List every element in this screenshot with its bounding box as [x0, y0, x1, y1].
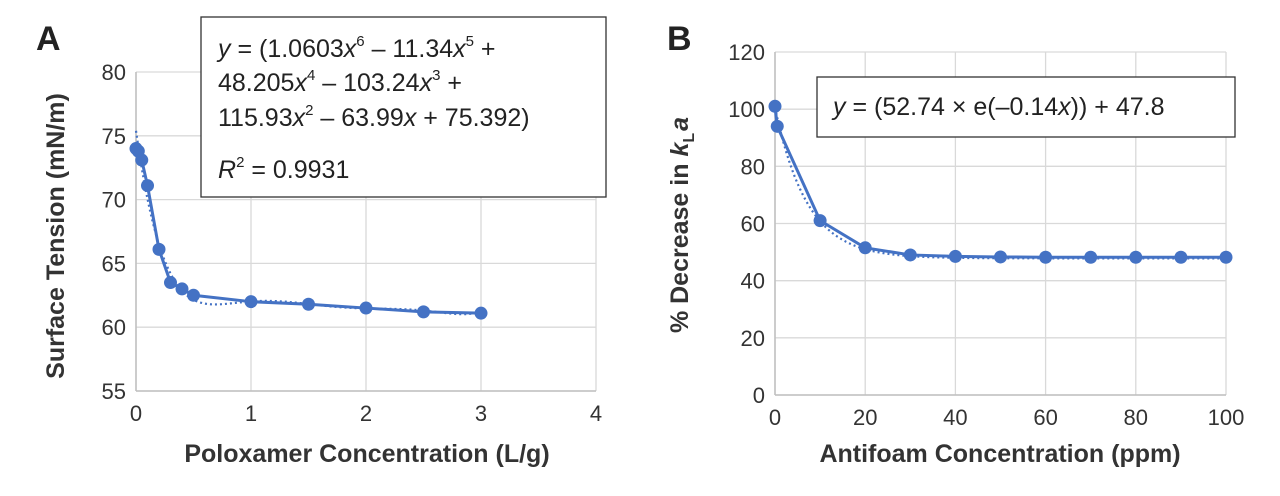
x-tick-label: 60 — [1033, 405, 1057, 430]
panel-b-trendline — [773, 107, 1226, 260]
panel-b-equation-box — [816, 76, 1236, 138]
panel-a-data-points — [129, 142, 488, 320]
x-tick-label: 1 — [245, 401, 257, 426]
panel-a-equation-line-1: y = (1.0603x6 – 11.34x5 + — [216, 33, 496, 63]
y-tick-label: 120 — [728, 40, 765, 65]
data-point — [152, 242, 166, 256]
data-point — [141, 179, 154, 193]
data-point — [417, 305, 430, 319]
y-tick-label: 0 — [753, 383, 765, 408]
data-point — [1039, 250, 1053, 264]
x-tick-label: 20 — [853, 405, 877, 430]
panel-a-r-squared: R2 = 0.9931 — [218, 154, 349, 184]
panel-a-equation-line-3: 115.93x2 – 63.99x + 75.392) — [218, 102, 530, 132]
y-tick-label: 80 — [741, 154, 765, 179]
panel-b-data-points — [768, 99, 1233, 264]
data-point — [164, 276, 177, 290]
data-point — [768, 99, 782, 113]
y-tick-label: 75 — [102, 124, 126, 149]
y-tick-label: 70 — [102, 188, 126, 213]
panel-b-equation: y = (52.74 × e(–0.14x)) + 47.8 — [831, 93, 1164, 121]
data-point — [359, 301, 373, 315]
y-tick-label: 65 — [102, 251, 126, 276]
x-tick-label: 80 — [1124, 405, 1148, 430]
y-tick-label: 80 — [102, 60, 126, 85]
data-point — [302, 297, 315, 311]
data-point — [858, 241, 872, 255]
y-tick-label: 40 — [741, 269, 765, 294]
panel-a-x-axis-title: Poloxamer Concentration (L/g) — [184, 440, 549, 468]
y-tick-label: 100 — [728, 97, 765, 122]
data-point — [813, 214, 827, 228]
panel-a: A 55 60 65 70 75 80 0 1 2 3 4 Poloxamer Concentrat… — [36, 16, 607, 468]
panel-a-tick-labels: 55 60 65 70 75 80 0 1 2 3 4 — [102, 60, 603, 426]
data-point — [770, 119, 784, 133]
panel-a-equation-line-2: 48.205x4 – 103.24x3 + — [218, 67, 462, 97]
x-tick-label: 100 — [1208, 405, 1245, 430]
data-point — [175, 282, 189, 296]
panel-a-y-axis-title: Surface Tension (mN/m) — [42, 93, 70, 379]
x-tick-label: 0 — [769, 405, 781, 430]
y-tick-label: 55 — [102, 379, 126, 404]
panel-b-series-line — [773, 106, 1226, 259]
data-point — [903, 248, 917, 262]
panel-b-tick-labels: 0 20 40 60 80 100 120 0 20 40 60 80 100 — [728, 40, 1244, 430]
x-tick-label: 0 — [130, 401, 142, 426]
data-point — [187, 288, 200, 302]
x-tick-label: 4 — [590, 401, 602, 426]
data-point — [1129, 250, 1143, 264]
x-tick-label: 2 — [360, 401, 372, 426]
x-tick-label: 3 — [475, 401, 487, 426]
data-point — [1084, 250, 1098, 264]
data-point — [994, 250, 1007, 264]
panel-b-letter: B — [667, 20, 692, 58]
data-point — [1219, 250, 1233, 264]
data-point — [244, 295, 258, 309]
panel-a-letter: A — [36, 20, 61, 58]
y-tick-label: 20 — [741, 326, 765, 351]
y-tick-label: 60 — [741, 212, 765, 237]
data-point — [474, 306, 488, 320]
y-tick-label: 60 — [102, 315, 126, 340]
x-tick-label: 40 — [943, 405, 967, 430]
panel-b-x-axis-title: Antifoam Concentration (ppm) — [819, 440, 1180, 468]
data-point — [948, 249, 962, 263]
panel-b: B 0 20 40 60 80 100 120 0 20 40 60 80 100 Antifoam C… — [666, 20, 1244, 468]
panel-b-y-axis-title: % Decrease in kLa — [666, 117, 698, 333]
panel-a-equation-box — [200, 16, 607, 198]
data-point — [1174, 250, 1188, 264]
data-point — [135, 153, 149, 167]
